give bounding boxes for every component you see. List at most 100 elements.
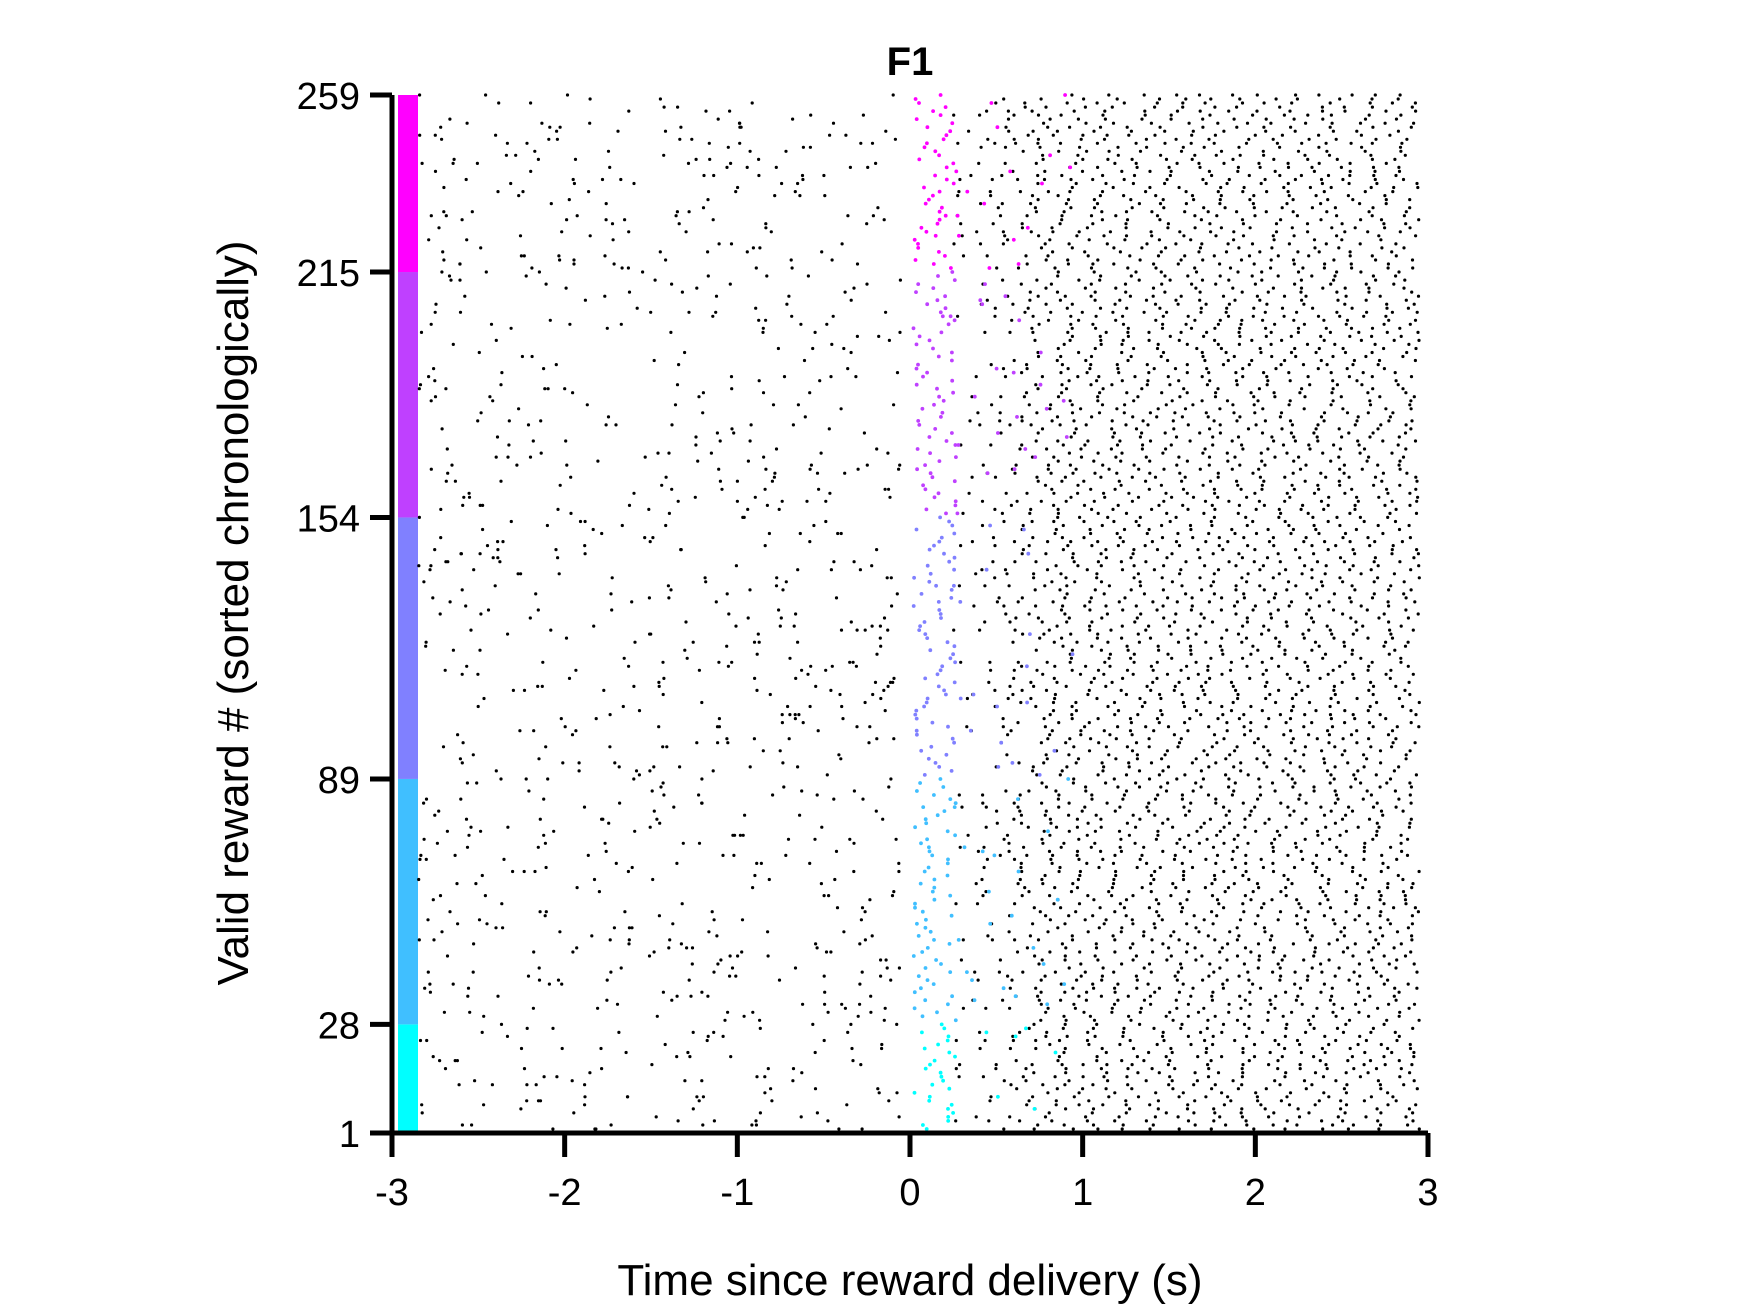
- spike-dot: [787, 294, 791, 298]
- spike-dot: [1044, 286, 1048, 290]
- spike-dot: [720, 487, 724, 491]
- spike-dot: [1284, 757, 1288, 761]
- spike-dot: [618, 801, 622, 805]
- spike-dot: [673, 403, 678, 407]
- spike-dot: [1105, 612, 1109, 616]
- spike-dot: [1085, 149, 1089, 153]
- spike-dot: [1030, 455, 1035, 459]
- spike-dot: [460, 218, 464, 222]
- spike-dot: [1243, 998, 1247, 1002]
- spike-dot: [1322, 813, 1327, 817]
- spike-dot: [588, 234, 592, 238]
- spike-dot: [1408, 503, 1412, 507]
- spike-dot: [1089, 282, 1093, 286]
- spike-dot: [453, 1059, 457, 1063]
- spike-dot: [1187, 121, 1191, 125]
- spike-dot: [1122, 101, 1126, 105]
- spike-dot: [865, 463, 869, 467]
- spike-dot: [1099, 475, 1103, 479]
- spike-dot: [1054, 789, 1058, 793]
- spike-dot: [955, 511, 960, 516]
- spike-dot: [603, 294, 607, 298]
- spike-dot: [506, 825, 510, 829]
- spike-dot: [1205, 837, 1209, 841]
- spike-dot: [1344, 1091, 1348, 1095]
- spike-dot: [809, 463, 814, 467]
- spike-dot: [1042, 177, 1047, 182]
- spike-dot: [1031, 769, 1035, 773]
- spike-dot: [1157, 902, 1161, 906]
- spike-dot: [1085, 1119, 1089, 1123]
- spike-dot: [1181, 487, 1186, 491]
- spike-dot: [1144, 560, 1148, 564]
- spike-dot: [969, 173, 973, 178]
- spike-dot: [1305, 930, 1309, 934]
- spike-dot: [1294, 93, 1298, 97]
- spike-dot: [1324, 141, 1328, 145]
- spike-dot: [1371, 274, 1375, 278]
- spike-dot: [1260, 709, 1264, 713]
- spike-dot: [1039, 1002, 1043, 1006]
- spike-dot: [1033, 206, 1037, 210]
- spike-dot: [1091, 222, 1095, 226]
- spike-dot: [1351, 954, 1355, 958]
- spike-dot: [1403, 153, 1407, 157]
- spike-dot: [1061, 523, 1065, 528]
- spike-dot: [1159, 250, 1163, 254]
- spike-dot: [1093, 588, 1097, 592]
- spike-dot: [525, 141, 529, 145]
- spike-dot: [1134, 825, 1138, 829]
- spike-dot: [1262, 745, 1266, 749]
- spike-dot: [1162, 206, 1166, 210]
- spike-dot: [1128, 729, 1133, 733]
- spike-dot: [1232, 789, 1236, 793]
- spike-dot: [1295, 97, 1299, 101]
- spike-dot: [465, 664, 469, 668]
- spike-dot: [1171, 1087, 1175, 1091]
- spike-dot: [1392, 282, 1396, 286]
- spike-dot: [1115, 363, 1119, 367]
- spike-dot: [1278, 145, 1282, 149]
- spike-dot: [441, 250, 445, 254]
- spike-dot: [1346, 946, 1350, 950]
- spike-dot: [1397, 169, 1402, 173]
- spike-dot: [700, 990, 704, 994]
- spike-dot: [668, 938, 672, 942]
- spike-dot: [1202, 145, 1206, 149]
- spike-dot: [1323, 1050, 1327, 1055]
- spike-dot: [936, 491, 941, 496]
- spike-dot: [1045, 757, 1049, 761]
- spike-dot: [1242, 713, 1246, 717]
- spike-dot: [1108, 664, 1112, 668]
- spike-dot: [993, 544, 997, 548]
- spike-dot: [691, 1107, 695, 1111]
- spike-dot: [1341, 612, 1345, 616]
- spike-dot: [444, 479, 448, 483]
- spike-dot: [758, 1018, 762, 1022]
- spike-dot: [1269, 1002, 1273, 1006]
- spike-dot: [951, 1111, 955, 1115]
- spike-dot: [808, 861, 812, 866]
- spike-dot: [1229, 680, 1234, 685]
- spike-dot: [937, 153, 941, 158]
- spike-dot: [798, 531, 802, 536]
- spike-dot: [1226, 942, 1230, 946]
- spike-dot: [1244, 853, 1248, 858]
- spike-dot: [721, 853, 725, 858]
- spike-dot: [1065, 306, 1069, 310]
- spike-dot: [1191, 129, 1195, 133]
- spike-dot: [561, 761, 565, 765]
- spike-dot: [1120, 350, 1124, 355]
- spike-dot: [1401, 354, 1405, 359]
- spike-dot: [832, 560, 836, 564]
- spike-dot: [968, 419, 972, 423]
- spike-dot: [840, 242, 844, 246]
- spike-dot: [767, 531, 772, 536]
- spike-dot: [1111, 185, 1115, 190]
- spike-dot: [957, 190, 961, 194]
- spike-dot: [1408, 198, 1412, 202]
- spike-dot: [1028, 290, 1032, 294]
- spike-dot: [1275, 141, 1279, 145]
- spike-dot: [968, 728, 973, 733]
- spike-dot: [1113, 161, 1117, 165]
